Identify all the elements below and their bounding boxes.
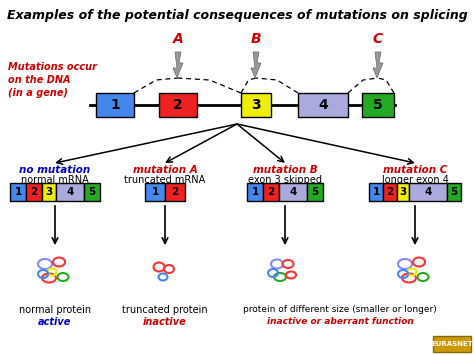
Text: 1: 1 xyxy=(110,98,120,112)
FancyBboxPatch shape xyxy=(247,183,263,201)
Text: truncated mRNA: truncated mRNA xyxy=(124,175,206,185)
FancyBboxPatch shape xyxy=(279,183,307,201)
Text: Examples of the potential consequences of mutations on splicing: Examples of the potential consequences o… xyxy=(7,9,467,22)
FancyBboxPatch shape xyxy=(165,183,185,201)
FancyBboxPatch shape xyxy=(383,183,397,201)
FancyBboxPatch shape xyxy=(241,93,271,117)
FancyBboxPatch shape xyxy=(307,183,323,201)
FancyBboxPatch shape xyxy=(369,183,383,201)
Text: EURASNET: EURASNET xyxy=(431,341,473,347)
Text: 4: 4 xyxy=(424,187,432,197)
Text: 1: 1 xyxy=(151,187,159,197)
Text: 1: 1 xyxy=(373,187,380,197)
FancyBboxPatch shape xyxy=(159,93,197,117)
Text: 3: 3 xyxy=(400,187,407,197)
Text: A: A xyxy=(173,32,183,46)
Polygon shape xyxy=(173,52,183,78)
Text: on the DNA: on the DNA xyxy=(8,75,71,85)
Text: 4: 4 xyxy=(289,187,297,197)
Text: 4: 4 xyxy=(66,187,73,197)
Text: 5: 5 xyxy=(88,187,96,197)
FancyBboxPatch shape xyxy=(409,183,447,201)
Text: mutation A: mutation A xyxy=(133,165,197,175)
Text: 3: 3 xyxy=(46,187,53,197)
Text: mutation B: mutation B xyxy=(253,165,317,175)
Text: mutation C: mutation C xyxy=(383,165,447,175)
FancyBboxPatch shape xyxy=(42,183,56,201)
FancyBboxPatch shape xyxy=(397,183,409,201)
Text: 2: 2 xyxy=(173,98,183,112)
Text: 1: 1 xyxy=(14,187,22,197)
FancyBboxPatch shape xyxy=(56,183,84,201)
FancyBboxPatch shape xyxy=(10,183,26,201)
Text: Mutations occur: Mutations occur xyxy=(8,62,97,72)
Text: 4: 4 xyxy=(318,98,328,112)
Text: 5: 5 xyxy=(311,187,319,197)
FancyBboxPatch shape xyxy=(447,183,461,201)
Text: exon 3 skipped: exon 3 skipped xyxy=(248,175,322,185)
FancyBboxPatch shape xyxy=(145,183,165,201)
Text: longer exon 4: longer exon 4 xyxy=(382,175,448,185)
Polygon shape xyxy=(251,52,261,78)
Text: 3: 3 xyxy=(251,98,261,112)
Text: 2: 2 xyxy=(267,187,274,197)
Text: 5: 5 xyxy=(373,98,383,112)
FancyBboxPatch shape xyxy=(84,183,100,201)
Text: inactive or aberrant function: inactive or aberrant function xyxy=(266,317,413,326)
Text: protein of different size (smaller or longer): protein of different size (smaller or lo… xyxy=(243,305,437,314)
FancyBboxPatch shape xyxy=(433,336,471,352)
Text: 2: 2 xyxy=(172,187,179,197)
Text: (in a gene): (in a gene) xyxy=(8,88,68,98)
Text: 2: 2 xyxy=(30,187,37,197)
Text: active: active xyxy=(38,317,72,327)
FancyBboxPatch shape xyxy=(298,93,348,117)
Text: B: B xyxy=(251,32,261,46)
Polygon shape xyxy=(373,52,383,78)
FancyBboxPatch shape xyxy=(26,183,42,201)
Text: no mutation: no mutation xyxy=(19,165,91,175)
Text: 2: 2 xyxy=(386,187,393,197)
FancyBboxPatch shape xyxy=(263,183,279,201)
Text: C: C xyxy=(373,32,383,46)
Text: inactive: inactive xyxy=(143,317,187,327)
FancyBboxPatch shape xyxy=(96,93,134,117)
Text: normal mRNA: normal mRNA xyxy=(21,175,89,185)
Text: normal protein: normal protein xyxy=(19,305,91,315)
Text: 1: 1 xyxy=(251,187,259,197)
FancyBboxPatch shape xyxy=(362,93,394,117)
Text: 5: 5 xyxy=(450,187,457,197)
Text: truncated protein: truncated protein xyxy=(122,305,208,315)
